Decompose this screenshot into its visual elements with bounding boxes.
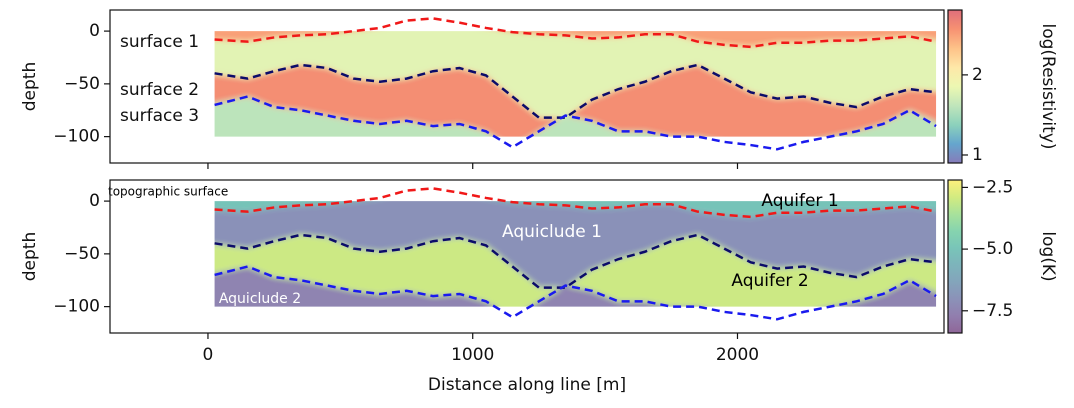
annotation: Aquifer 2 [731,271,808,291]
x-tick-label: 1000 [451,345,494,365]
colorbar-frame [947,9,963,164]
image-layers [214,201,937,307]
colorbar-label: log(Resistivity) [1038,23,1058,149]
surface-line [214,265,937,321]
layer [214,234,937,307]
y-axis-label: depth [20,232,40,281]
colorbar-tick-label: −7.5 [972,301,1013,321]
surface-line [214,63,937,119]
x-tick-label: 2000 [716,345,759,365]
annotation: topographic surface [108,185,228,199]
series-label: surface 2 [120,80,199,100]
colorbar-tick-label: 1 [972,145,983,165]
y-axis-label: depth [20,62,40,111]
annotation: Aquiclude 2 [219,291,301,307]
image [214,201,937,307]
surface-line [214,95,937,151]
colorbar-label: log(K) [1038,231,1058,281]
layer [214,266,937,307]
surface-line [214,187,937,219]
y-tick-label: −100 [53,127,100,147]
surface-line [214,233,937,289]
y-tick-label: −50 [64,74,100,94]
y-tick-label: 0 [89,191,100,211]
plot-frame [109,9,945,164]
colorbar-frame [947,179,963,334]
layer [214,201,937,217]
y-tick-label: −100 [53,297,100,317]
series-label: surface 1 [120,32,199,52]
colorbar-tick-label: −5.0 [972,239,1013,259]
annotation: Aquifer 1 [761,191,838,211]
colorbar [948,180,962,333]
layer [214,64,937,137]
image-layers [214,31,937,137]
colorbar [948,10,962,163]
colorbar-tick-label: 2 [972,65,983,85]
plot-frame [109,179,945,334]
y-tick-label: 0 [89,21,100,41]
layer [214,96,937,137]
x-axis-label: Distance along line [m] [428,375,626,395]
image [214,31,937,137]
y-tick-label: −50 [64,244,100,264]
layer [214,31,937,118]
annotation: Aquiclude 1 [502,222,602,242]
series-label: surface 3 [120,106,199,126]
x-tick-label: 0 [203,345,214,365]
layer [214,201,937,288]
layer [214,31,937,47]
surface-line [214,17,937,49]
colorbar-tick-label: −2.5 [972,177,1013,197]
